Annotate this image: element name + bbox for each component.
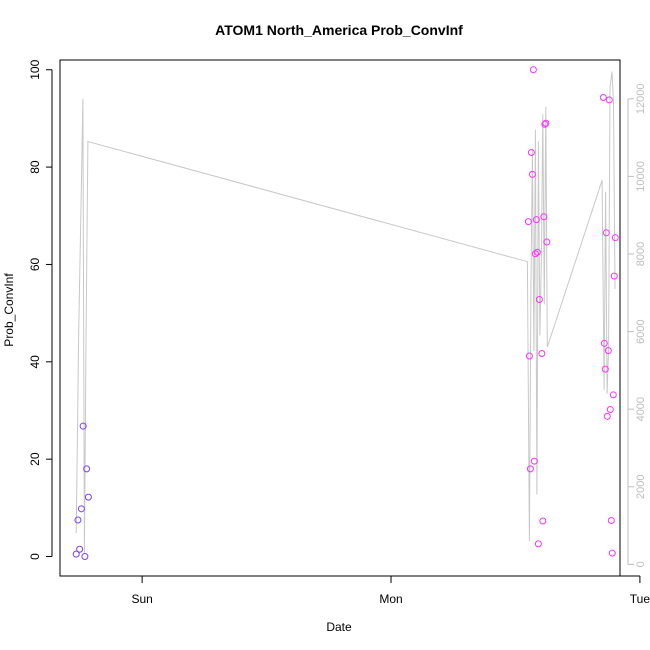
data-point (531, 250, 539, 258)
line-series (75, 71, 616, 553)
data-point (77, 505, 85, 513)
data-point (603, 412, 611, 420)
data-point (532, 216, 540, 224)
y2-tick-label: 10000 (635, 161, 647, 192)
data-point (607, 517, 615, 525)
y2-tick-label: 2000 (635, 475, 647, 499)
data-point (538, 350, 546, 358)
data-point (534, 540, 542, 548)
y2-tick-label: 4000 (635, 397, 647, 421)
data-point (84, 493, 92, 501)
data-point (606, 406, 614, 414)
data-point (604, 347, 612, 355)
data-point (535, 296, 543, 304)
data-point (541, 120, 549, 128)
y-tick-label: 0 (28, 553, 42, 560)
data-point (600, 339, 608, 347)
data-point (533, 248, 541, 256)
y2-tick-label: 8000 (635, 242, 647, 266)
data-point (79, 422, 87, 430)
y-tick-label: 60 (28, 257, 42, 271)
points-layer (72, 66, 619, 561)
data-point (609, 391, 617, 399)
data-point (602, 229, 610, 237)
data-point (530, 457, 538, 465)
y-tick-label: 40 (28, 355, 42, 369)
y-tick-label: 20 (28, 452, 42, 466)
x-tick-label: Mon (379, 592, 402, 606)
y2-tick-label: 0 (635, 561, 647, 567)
data-point (610, 272, 618, 280)
data-point (529, 66, 537, 74)
y-axis-label: Prob_ConvInf (2, 273, 16, 347)
data-point (599, 93, 607, 101)
axes-layer: 0 20 40 60 80 100 Sun Mon Tue 0 2000 4000 6000 8000 10… (28, 59, 650, 606)
data-point (611, 234, 619, 242)
chart-title: ATOM1 North_America Prob_ConvInf (215, 22, 463, 38)
y-tick-label: 100 (28, 59, 42, 79)
data-point (608, 549, 616, 557)
data-point (542, 119, 550, 127)
data-point (540, 213, 548, 221)
x-tick-label: Sun (131, 592, 152, 606)
data-point (543, 238, 551, 246)
data-point (524, 218, 532, 226)
data-point (81, 553, 89, 561)
data-point (76, 545, 84, 553)
data-point (525, 352, 533, 360)
x-tick-label: Tue (630, 592, 650, 606)
data-point (528, 170, 536, 178)
data-point (601, 365, 609, 373)
x-axis-label: Date (326, 620, 352, 634)
data-point (605, 96, 613, 104)
data-point (527, 148, 535, 156)
line-layer (75, 71, 616, 553)
data-point (72, 550, 80, 558)
data-point (83, 465, 91, 473)
y2-tick-label: 6000 (635, 319, 647, 343)
y2-tick-label: 12000 (635, 84, 647, 115)
data-point (74, 516, 82, 524)
y-tick-label: 80 (28, 160, 42, 174)
data-point (526, 465, 534, 473)
data-point (539, 517, 547, 525)
